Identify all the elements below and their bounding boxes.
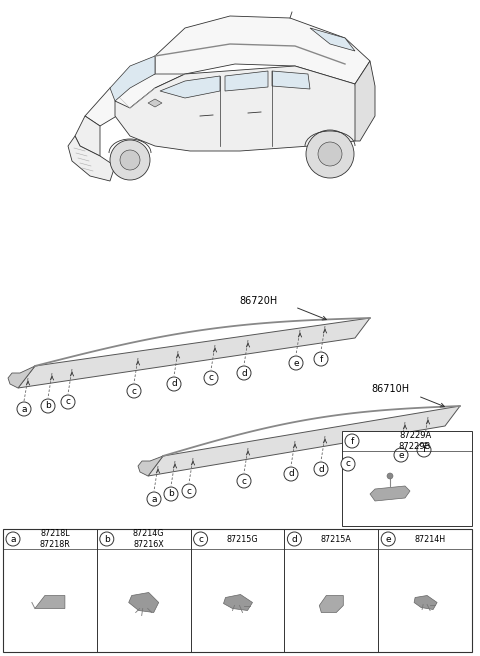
Text: a: a — [10, 535, 16, 544]
Circle shape — [314, 462, 328, 476]
Text: b: b — [45, 401, 51, 411]
Text: c: c — [346, 459, 350, 468]
Text: a: a — [21, 405, 27, 413]
Circle shape — [127, 384, 141, 398]
Circle shape — [284, 467, 298, 481]
Polygon shape — [370, 486, 410, 501]
Text: d: d — [241, 369, 247, 377]
Circle shape — [41, 399, 55, 413]
Polygon shape — [110, 56, 155, 101]
Circle shape — [314, 352, 328, 366]
Polygon shape — [35, 596, 65, 609]
Polygon shape — [310, 28, 355, 51]
Circle shape — [341, 457, 355, 471]
Text: 86720H: 86720H — [239, 296, 277, 306]
Polygon shape — [75, 116, 100, 156]
Circle shape — [167, 377, 181, 391]
Polygon shape — [155, 16, 370, 88]
Text: 87218L
87218R: 87218L 87218R — [39, 529, 70, 548]
Text: b: b — [104, 535, 109, 544]
Polygon shape — [319, 596, 343, 613]
Circle shape — [417, 443, 431, 457]
Text: d: d — [288, 470, 294, 478]
Circle shape — [306, 130, 354, 178]
Circle shape — [381, 532, 395, 546]
Text: d: d — [171, 380, 177, 388]
Circle shape — [289, 356, 303, 370]
Text: 87214G
87216X: 87214G 87216X — [133, 529, 165, 548]
Circle shape — [6, 532, 20, 546]
Circle shape — [387, 473, 393, 479]
Polygon shape — [115, 66, 360, 151]
Polygon shape — [148, 99, 162, 107]
Polygon shape — [138, 456, 163, 476]
Polygon shape — [414, 596, 437, 609]
Text: 87229A
87229B: 87229A 87229B — [399, 431, 431, 451]
Text: c: c — [241, 476, 247, 485]
Text: 87215G: 87215G — [227, 535, 258, 544]
Polygon shape — [272, 71, 310, 89]
Circle shape — [182, 484, 196, 498]
Polygon shape — [85, 74, 185, 126]
Text: 86710H: 86710H — [371, 384, 409, 394]
Text: e: e — [385, 535, 391, 544]
Bar — [342, 431, 472, 526]
Text: c: c — [132, 386, 136, 396]
Circle shape — [193, 532, 207, 546]
Circle shape — [61, 395, 75, 409]
Circle shape — [345, 434, 359, 448]
Circle shape — [147, 492, 161, 506]
Polygon shape — [18, 318, 370, 388]
Text: e: e — [398, 451, 404, 459]
Circle shape — [120, 150, 140, 170]
Text: e: e — [293, 358, 299, 367]
Text: f: f — [350, 436, 354, 445]
Polygon shape — [355, 61, 375, 141]
Text: c: c — [65, 398, 71, 407]
Polygon shape — [68, 136, 115, 181]
Text: c: c — [198, 535, 203, 544]
Circle shape — [204, 371, 218, 385]
Polygon shape — [160, 76, 220, 98]
Polygon shape — [224, 594, 252, 611]
Bar — [3, 529, 472, 652]
Text: f: f — [422, 445, 426, 455]
Polygon shape — [225, 71, 268, 91]
Circle shape — [100, 532, 114, 546]
Circle shape — [237, 474, 251, 488]
Circle shape — [110, 140, 150, 180]
Polygon shape — [148, 406, 460, 476]
Circle shape — [17, 402, 31, 416]
Text: d: d — [318, 464, 324, 474]
Text: d: d — [291, 535, 297, 544]
Circle shape — [288, 532, 301, 546]
Circle shape — [394, 448, 408, 462]
Circle shape — [237, 366, 251, 380]
Text: a: a — [151, 495, 157, 504]
Polygon shape — [129, 592, 159, 613]
Text: c: c — [187, 487, 192, 495]
Circle shape — [318, 142, 342, 166]
Text: b: b — [168, 489, 174, 499]
Text: c: c — [208, 373, 214, 382]
Text: 87215A: 87215A — [321, 535, 352, 544]
Circle shape — [164, 487, 178, 501]
Text: 87214H: 87214H — [415, 535, 445, 544]
Polygon shape — [8, 366, 35, 388]
Text: f: f — [319, 354, 323, 363]
